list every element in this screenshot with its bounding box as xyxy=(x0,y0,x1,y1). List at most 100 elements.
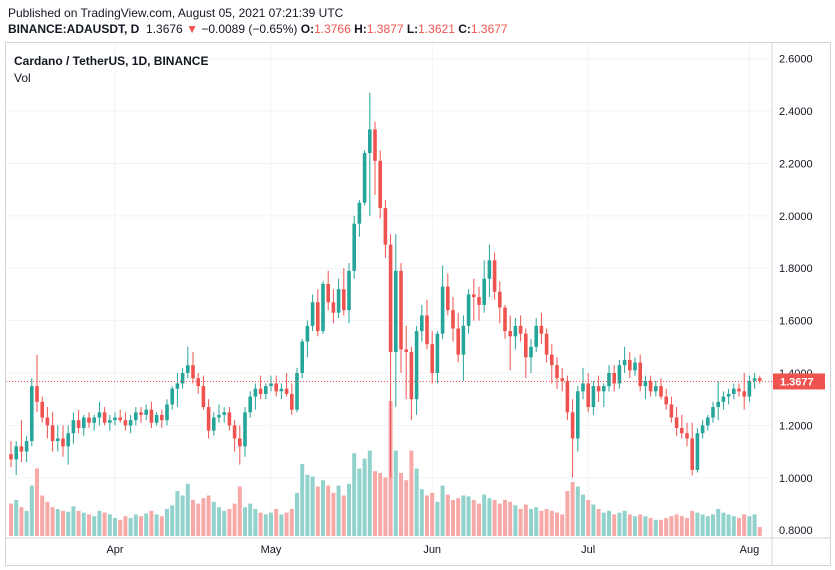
candle-body xyxy=(482,278,486,305)
candle-body xyxy=(394,270,398,353)
candle-body xyxy=(123,420,128,426)
candle-body xyxy=(700,425,705,434)
y-tick-label: 2.2000 xyxy=(779,158,813,170)
candle-body xyxy=(607,373,611,387)
volume-bar xyxy=(685,518,689,536)
volume-bar xyxy=(664,518,669,536)
volume-bar xyxy=(378,473,383,536)
candle-body xyxy=(674,417,679,428)
candle-body xyxy=(227,412,232,426)
candle-body xyxy=(742,391,746,397)
close-label: C: xyxy=(458,22,471,36)
y-tick-label: 1.8000 xyxy=(779,263,813,275)
volume-bar xyxy=(461,495,466,536)
candle-body xyxy=(466,294,471,326)
candle-body xyxy=(596,386,601,392)
candle-body xyxy=(664,396,668,405)
candle-body xyxy=(71,420,76,434)
candle-body xyxy=(399,270,403,350)
candle-body xyxy=(269,383,273,387)
volume-bar xyxy=(347,483,351,536)
volume-bar xyxy=(456,498,461,536)
chart-title: Cardano / TetherUS, 1D, BINANCE xyxy=(14,54,209,68)
volume-bar xyxy=(487,498,492,536)
candle-body xyxy=(638,362,642,387)
candle-body xyxy=(87,417,91,423)
candle-body xyxy=(716,401,720,408)
candle-body xyxy=(726,393,731,397)
candle-body xyxy=(498,291,502,308)
candle-body xyxy=(66,433,70,447)
close-value: 1.3677 xyxy=(470,22,508,36)
candle-body xyxy=(264,386,268,394)
volume-bar xyxy=(289,509,294,536)
candle-body xyxy=(300,341,304,373)
volume-bar xyxy=(612,514,617,536)
candle-body xyxy=(539,325,544,334)
low-value: 1.3621 xyxy=(418,22,455,36)
candle-body xyxy=(113,417,117,421)
y-tick-label: 2.4000 xyxy=(779,106,813,118)
candle-body xyxy=(451,310,455,329)
volume-bar xyxy=(55,509,60,536)
volume-bar xyxy=(705,516,710,536)
volume-bar xyxy=(721,512,726,536)
candle-body xyxy=(518,325,523,334)
volume-bar xyxy=(357,468,362,536)
chart-legend: Cardano / TetherUS, 1D, BINANCE Vol xyxy=(14,53,208,87)
candle-body xyxy=(56,438,60,442)
candle-body xyxy=(258,388,263,394)
low-label: L: xyxy=(406,22,419,36)
last-price-label: 1.3677 xyxy=(780,376,814,388)
candle-body xyxy=(721,396,726,402)
volume-bar xyxy=(185,483,190,536)
volume-bar xyxy=(430,492,435,536)
volume-bar xyxy=(445,494,450,536)
volume-bar xyxy=(544,509,549,536)
volume-bar xyxy=(133,514,138,536)
change-arrow-icon: ▼ xyxy=(186,22,198,36)
volume-bar xyxy=(731,516,736,536)
candle-body xyxy=(591,386,596,408)
candle-body xyxy=(409,352,414,400)
candle-body xyxy=(139,412,143,415)
candle-body xyxy=(659,386,663,397)
candle-body xyxy=(758,378,762,381)
volume-bar xyxy=(451,500,455,536)
volume-bar xyxy=(206,495,211,536)
volume-bar xyxy=(118,519,123,536)
candle-body xyxy=(118,417,122,421)
candle-body xyxy=(440,286,445,334)
last-price: 1.3676 xyxy=(146,22,183,36)
volume-bar xyxy=(310,476,315,536)
volume-bar xyxy=(607,510,611,536)
open-label: O: xyxy=(300,22,315,36)
candle-body xyxy=(544,333,549,355)
candle-body xyxy=(154,414,159,423)
volume-bar xyxy=(66,511,71,536)
candle-body xyxy=(326,283,330,303)
candle-body xyxy=(414,331,419,400)
volume-bar xyxy=(331,492,336,536)
volume-bar xyxy=(243,507,247,536)
candle-body xyxy=(383,208,388,245)
volume-bar xyxy=(149,510,154,536)
candle-body xyxy=(30,386,34,442)
volume-bar xyxy=(139,516,143,536)
volume-bar xyxy=(128,518,133,536)
candle-body xyxy=(290,393,294,410)
candle-body xyxy=(305,325,310,342)
candle-body xyxy=(576,391,580,439)
candle-body xyxy=(14,446,18,460)
volume-bar xyxy=(653,519,658,536)
candle-body xyxy=(373,129,377,161)
candle-body xyxy=(45,417,50,426)
volume-bar xyxy=(601,512,606,536)
volume-bar xyxy=(50,507,55,536)
volume-bar xyxy=(40,495,45,536)
candle-body xyxy=(352,223,356,271)
volume-bar xyxy=(383,477,388,536)
candle-body xyxy=(24,441,29,452)
volume-bar xyxy=(414,468,419,536)
